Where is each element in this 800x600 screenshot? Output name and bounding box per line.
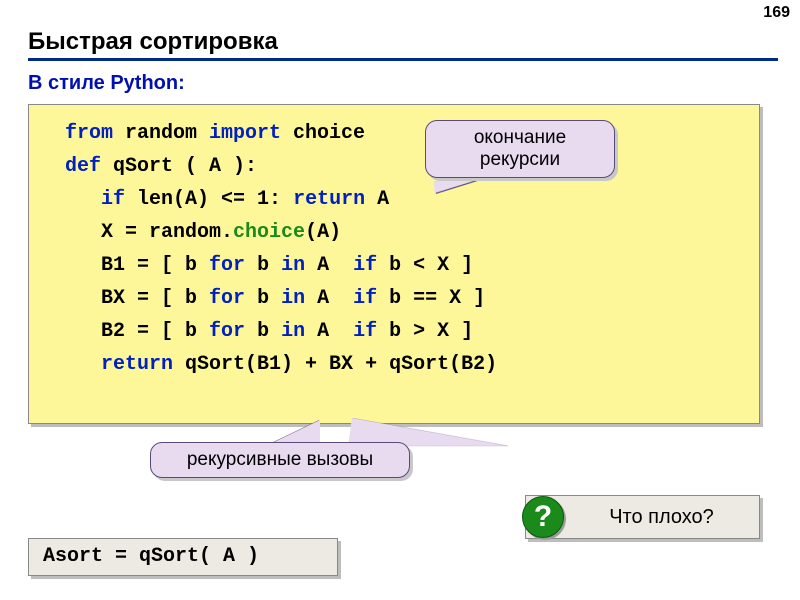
callout-recursion-end: окончание рекурсии xyxy=(425,120,615,178)
page-number: 169 xyxy=(763,4,790,22)
question-mark-icon: ? xyxy=(522,496,564,538)
slide-title: Быстрая сортировка xyxy=(28,28,778,61)
question-text: Что плохо? xyxy=(564,506,759,529)
kw-def: def xyxy=(65,155,101,178)
callout-recursive-calls: рекурсивные вызовы xyxy=(150,442,410,478)
kw-from: from xyxy=(65,122,113,145)
callout-line2: рекурсии xyxy=(444,149,596,171)
code-block: from random import choice def qSort ( A … xyxy=(28,104,760,424)
kw-import: import xyxy=(209,122,281,145)
kw-return: return xyxy=(293,188,365,211)
asort-code: Asort = qSort( A ) xyxy=(28,538,338,576)
question-box: ? Что плохо? xyxy=(525,495,760,539)
kw-if: if xyxy=(101,188,125,211)
slide: 169 Быстрая сортировка В стиле Python: f… xyxy=(0,0,800,600)
fn-choice: choice xyxy=(233,221,305,244)
callout-line1: окончание xyxy=(444,127,596,149)
kw-return: return xyxy=(101,353,173,376)
slide-subtitle: В стиле Python: xyxy=(28,72,185,95)
